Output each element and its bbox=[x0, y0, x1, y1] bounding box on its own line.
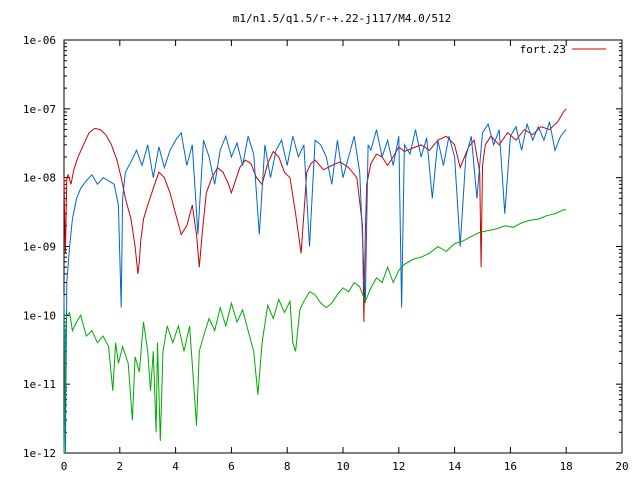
y-tick-label: 1e-09 bbox=[23, 241, 56, 254]
series-line-2 bbox=[63, 209, 567, 454]
x-tick-label: 2 bbox=[116, 460, 123, 473]
x-tick-label: 6 bbox=[228, 460, 235, 473]
x-tick-label: 18 bbox=[560, 460, 573, 473]
legend: fort.23 bbox=[520, 43, 606, 56]
y-tick-label: 1e-07 bbox=[23, 103, 56, 116]
x-tick-label: 10 bbox=[336, 460, 349, 473]
y-tick-label: 1e-11 bbox=[23, 378, 56, 391]
series-layer bbox=[63, 108, 567, 454]
y-tick-label: 1e-06 bbox=[23, 34, 56, 47]
chart-title: m1/n1.5/q1.5/r-+.22-j117/M4.0/512 bbox=[233, 12, 452, 25]
x-tick-label: 8 bbox=[284, 460, 291, 473]
x-tick-label: 4 bbox=[172, 460, 179, 473]
y-tick-label: 1e-12 bbox=[23, 447, 56, 460]
x-tick-label: 20 bbox=[615, 460, 628, 473]
y-tick-label: 1e-08 bbox=[23, 172, 56, 185]
x-tick-label: 12 bbox=[392, 460, 405, 473]
series-line-1 bbox=[63, 121, 567, 454]
y-tick-label: 1e-10 bbox=[23, 309, 56, 322]
plot-area-border bbox=[63, 39, 623, 454]
x-tick-label: 0 bbox=[61, 460, 68, 473]
x-axis: 0 2 4 6 8 10 12 14 16 18 20 bbox=[61, 40, 629, 473]
legend-label: fort.23 bbox=[520, 43, 566, 56]
x-tick-label: 16 bbox=[504, 460, 517, 473]
x-tick-label: 14 bbox=[448, 460, 462, 473]
y-axis: 1e-12 1e-11 1e-10 1e-09 1e-08 1e-07 1e-06 bbox=[23, 34, 622, 460]
